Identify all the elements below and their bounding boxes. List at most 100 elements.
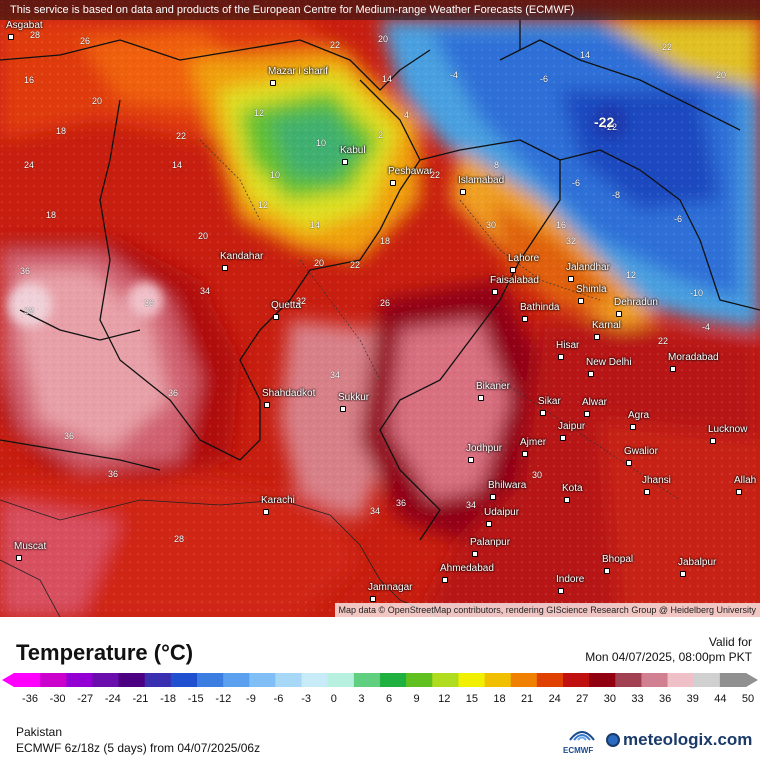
city-label: Jabalpur xyxy=(678,557,717,568)
coastline xyxy=(0,499,441,617)
scale-cell xyxy=(510,673,538,687)
scale-cell xyxy=(223,673,250,687)
scale-tick-label: -21 xyxy=(132,693,149,705)
city-label: Karnal xyxy=(592,320,621,331)
temperature-value: 26 xyxy=(80,36,91,46)
map-attribution[interactable]: Map data © OpenStreetMap contributors, r… xyxy=(334,603,760,617)
scale-tick-label: 44 xyxy=(714,693,727,705)
scale-cell xyxy=(170,673,198,687)
city-label: Lahore xyxy=(508,253,540,264)
scale-cell xyxy=(563,673,590,687)
scale-cell xyxy=(327,673,355,687)
temperature-value: -6 xyxy=(572,178,581,188)
city-marker xyxy=(222,265,228,271)
scale-tick-label: 9 xyxy=(413,693,420,705)
city-marker xyxy=(370,596,376,602)
city-label: Bathinda xyxy=(520,302,560,313)
temperature-map[interactable] xyxy=(0,0,760,617)
city-label: Palanpur xyxy=(470,537,511,548)
temperature-value: 14 xyxy=(580,50,591,60)
temperature-value: -4 xyxy=(450,70,459,80)
city-label: Gwalior xyxy=(624,446,658,457)
scale-tick-label: 0 xyxy=(330,693,337,705)
temperature-value: 36 xyxy=(168,388,179,398)
city-marker xyxy=(558,588,564,594)
scale-tick-label: -27 xyxy=(77,693,94,705)
scale-tick-label: 39 xyxy=(686,693,699,705)
temperature-value: 22 xyxy=(658,336,669,346)
scale-cell xyxy=(380,673,407,687)
city-marker xyxy=(568,276,574,282)
temperature-value: 34 xyxy=(370,506,381,516)
scale-tick-label: -15 xyxy=(187,693,204,705)
temperature-value: 28 xyxy=(30,30,41,40)
city-marker xyxy=(522,451,528,457)
city-label: Muscat xyxy=(14,541,47,552)
legend-panel xyxy=(0,617,760,760)
city-marker xyxy=(460,189,466,195)
city-marker xyxy=(616,311,622,317)
scale-cell xyxy=(406,673,433,687)
city-label: Bhilwara xyxy=(488,480,527,491)
city-label: Bikaner xyxy=(476,381,510,392)
scale-tick-label: 21 xyxy=(520,693,534,705)
city-label: Sukkur xyxy=(338,392,370,403)
city-label: Sikar xyxy=(538,396,561,407)
city-label: Kandahar xyxy=(220,251,264,262)
temperature-value: 18 xyxy=(46,210,57,220)
city-label: Ahmedabad xyxy=(440,563,494,574)
scale-cell xyxy=(693,673,721,687)
meteologix-brand[interactable]: meteologix.com xyxy=(606,730,752,750)
brand-label: meteologix.com xyxy=(623,730,753,749)
scale-tick-label: 33 xyxy=(631,693,644,705)
city-marker xyxy=(540,410,546,416)
city-marker xyxy=(594,334,600,340)
city-marker xyxy=(510,267,516,273)
city-marker xyxy=(644,489,650,495)
temperature-value: 20 xyxy=(716,70,727,80)
scale-cell xyxy=(458,673,486,687)
city-marker xyxy=(604,568,610,574)
scale-tick-label: -6 xyxy=(273,693,284,705)
city-marker xyxy=(630,424,636,430)
scale-cell xyxy=(432,673,459,687)
scale-tick-label: -24 xyxy=(104,693,121,705)
temperature-value: 22 xyxy=(176,131,187,141)
model-run: ECMWF 6z/18z (5 days) from 04/07/2025/06… xyxy=(16,741,261,755)
city-marker xyxy=(390,180,396,186)
temperature-value: 26 xyxy=(380,298,391,308)
city-label: Alwar xyxy=(582,397,608,408)
city-label: Lucknow xyxy=(708,424,748,435)
city-label: Bhopal xyxy=(602,554,634,565)
scale-left-arrow-icon xyxy=(2,673,14,687)
city-marker xyxy=(8,34,14,40)
scale-tick-label: -3 xyxy=(301,693,312,705)
city-marker xyxy=(442,577,448,583)
temperature-value: 4 xyxy=(404,110,410,120)
scale-cell xyxy=(719,673,747,687)
temperature-value: -4 xyxy=(702,322,711,332)
temperature-value: 2 xyxy=(378,130,384,140)
temperature-value: 28 xyxy=(174,534,185,544)
city-marker xyxy=(468,457,474,463)
city-label: Kabul xyxy=(340,145,366,156)
city-label: Quetta xyxy=(271,300,302,311)
scale-cell xyxy=(484,673,512,687)
scale-cell xyxy=(536,673,564,687)
ecmwf-label: ECMWF xyxy=(563,746,594,755)
temperature-value: 22 xyxy=(430,170,441,180)
legend-title: Temperature (°C) xyxy=(16,640,194,665)
scale-cell xyxy=(40,673,67,687)
city-label: Mazar i sharif xyxy=(268,66,329,77)
city-marker xyxy=(670,366,676,372)
temperature-value: 32 xyxy=(566,236,577,246)
temperature-value: 12 xyxy=(626,270,637,280)
city-label: New Delhi xyxy=(586,357,632,368)
temperature-value: 16 xyxy=(556,220,567,230)
city-marker xyxy=(680,571,686,577)
valid-label: Valid for xyxy=(708,635,752,649)
scale-tick-label: 6 xyxy=(385,693,393,705)
city-marker xyxy=(710,438,716,444)
province-borders xyxy=(199,139,681,501)
temperature-value: 38 xyxy=(24,306,35,316)
